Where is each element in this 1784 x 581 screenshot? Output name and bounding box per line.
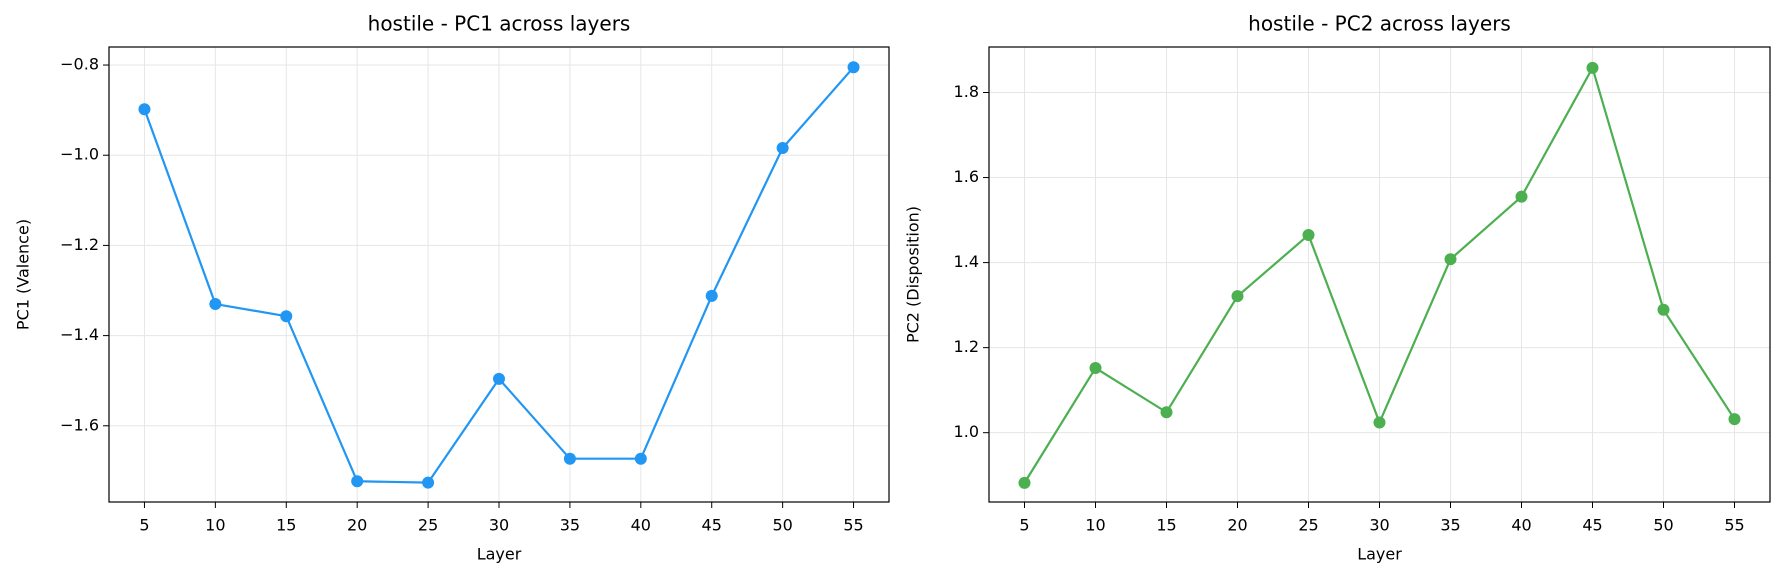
- marker: [1657, 303, 1670, 316]
- x-tick-label: 30: [489, 516, 509, 535]
- chart-title: hostile - PC2 across layers: [1248, 12, 1511, 36]
- marker: [422, 476, 435, 489]
- x-tick-label: 5: [1019, 516, 1029, 535]
- y-tick-label: 1.6: [954, 167, 979, 186]
- x-tick-label: 25: [1298, 516, 1318, 535]
- marker: [1444, 253, 1457, 266]
- marker: [1089, 362, 1102, 375]
- x-tick-label: 35: [560, 516, 580, 535]
- x-tick-label: 40: [631, 516, 651, 535]
- marker: [1018, 476, 1031, 489]
- x-tick-label: 50: [1653, 516, 1673, 535]
- y-tick-label: −1.2: [60, 235, 99, 254]
- marker: [209, 298, 222, 311]
- x-tick-label: 15: [1156, 516, 1176, 535]
- y-tick-label: 1.2: [954, 337, 979, 356]
- y-tick-label: 1.4: [954, 252, 979, 271]
- x-tick-label: 45: [702, 516, 722, 535]
- y-tick-label: −1.0: [60, 145, 99, 164]
- marker: [138, 103, 151, 116]
- x-tick-label: 35: [1440, 516, 1460, 535]
- x-tick-label: 10: [205, 516, 225, 535]
- plot-frame: [988, 46, 1771, 503]
- y-axis-label: PC2 (Disposition): [904, 206, 923, 343]
- y-tick-label: 1.8: [954, 82, 979, 101]
- marker: [847, 61, 860, 74]
- x-tick-label: 25: [418, 516, 438, 535]
- x-axis-label: Layer: [477, 545, 522, 564]
- x-tick-label: 45: [1582, 516, 1602, 535]
- chart-title: hostile - PC1 across layers: [368, 12, 631, 36]
- x-tick-label: 5: [139, 516, 149, 535]
- y-tick-label: −1.4: [60, 325, 99, 344]
- marker: [493, 372, 505, 385]
- y-tick-label: −1.6: [60, 415, 99, 434]
- x-tick-label: 15: [276, 516, 296, 535]
- marker: [1160, 406, 1173, 419]
- marker: [280, 310, 293, 323]
- marker: [1728, 413, 1741, 426]
- marker: [776, 142, 789, 155]
- x-tick-label: 10: [1085, 516, 1105, 535]
- y-axis-label: PC1 (Valence): [14, 219, 33, 330]
- marker: [1231, 290, 1244, 303]
- y-tick-label: −0.8: [60, 55, 99, 74]
- x-tick-label: 20: [347, 516, 367, 535]
- x-tick-label: 55: [1724, 516, 1744, 535]
- marker: [634, 452, 647, 465]
- marker: [1373, 416, 1386, 429]
- x-tick-label: 40: [1511, 516, 1531, 535]
- marker: [705, 289, 718, 302]
- x-tick-label: 50: [772, 516, 792, 535]
- marker: [1586, 61, 1599, 74]
- marker: [351, 475, 364, 488]
- x-tick-label: 55: [843, 516, 863, 535]
- x-tick-label: 30: [1369, 516, 1389, 535]
- marker: [1515, 190, 1528, 203]
- y-tick-label: 1.0: [954, 422, 979, 441]
- x-tick-label: 20: [1227, 516, 1247, 535]
- marker: [563, 452, 576, 465]
- plot-frame: [108, 46, 890, 503]
- marker: [1302, 228, 1315, 241]
- x-axis-label: Layer: [1357, 545, 1402, 564]
